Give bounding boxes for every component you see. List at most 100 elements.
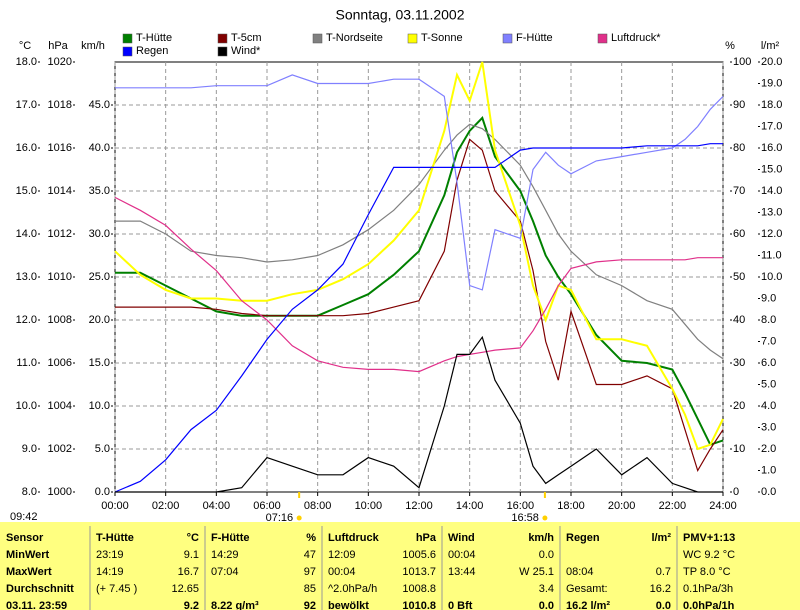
table-cell: 0.0 (539, 600, 554, 610)
y-tick-label: 15.0 (16, 185, 37, 197)
y-tick-label: 20.0 (89, 314, 110, 326)
y-tick-label: 4.0 (761, 400, 776, 412)
table-cell: 0.0 (656, 600, 671, 610)
table-cell: 16.2 l/m² (566, 600, 610, 610)
y-tick-label: 0.0 (95, 486, 110, 498)
y-tick-label: 1008 (48, 314, 72, 326)
timestamp: 09:42 (10, 511, 38, 523)
table-cell: W 25.1 (519, 566, 554, 578)
legend-swatch (217, 46, 228, 57)
table-cell: TP 8.0 °C (683, 566, 731, 578)
y-tick-label: 1020 (48, 56, 72, 68)
y-tick-label: 1.0 (761, 464, 776, 476)
table-cell: 14:19 (96, 566, 124, 578)
y-tick-label: 15.0 (761, 163, 782, 175)
y-tick-label: 60 (733, 228, 745, 240)
y-tick-label: 30.0 (89, 228, 110, 240)
x-tick-label: 10:00 (355, 500, 383, 512)
sun-dot (296, 515, 302, 521)
axis-title: °C (19, 40, 31, 52)
x-tick-label: 06:00 (253, 500, 281, 512)
table-cell: 1008.8 (402, 583, 436, 595)
legend-label: F-Hütte (516, 32, 553, 44)
table-cell: 07:04 (211, 566, 239, 578)
y-tick-label: 16.0 (761, 142, 782, 154)
table-cell: PMV+1:13 (683, 532, 735, 544)
y-tick-label: 35.0 (89, 185, 110, 197)
legend-swatch (122, 46, 133, 57)
y-tick-label: 14.0 (16, 228, 37, 240)
axis-title: % (725, 40, 735, 52)
x-tick-label: 20:00 (608, 500, 636, 512)
y-tick-label: 13.0 (16, 271, 37, 283)
legend-swatch (122, 33, 133, 44)
table-cell: 0.1hPa/3h (683, 583, 733, 595)
x-tick-label: 22:00 (659, 500, 687, 512)
y-tick-label: 11.0 (16, 357, 37, 369)
y-tick-label: 15.0 (89, 357, 110, 369)
table-cell: 16.2 (650, 583, 671, 595)
y-tick-label: 40 (733, 314, 745, 326)
y-tick-label: 80 (733, 142, 745, 154)
table-cell: Luftdruck (328, 532, 380, 544)
y-tick-label: 19.0 (761, 77, 782, 89)
y-tick-label: 5.0 (761, 378, 776, 390)
y-tick-label: 13.0 (761, 206, 782, 218)
y-tick-label: 1004 (48, 400, 72, 412)
x-tick-label: 16:00 (507, 500, 535, 512)
y-tick-label: 18.0 (761, 99, 782, 111)
axis-title: hPa (48, 40, 68, 52)
legend-swatch (407, 33, 418, 44)
table-cell: MaxWert (6, 566, 52, 578)
sun-dot (542, 515, 548, 521)
table-cell: 9.1 (184, 549, 199, 561)
table-cell: ^2.0hPa/h (328, 583, 377, 595)
y-tick-label: 1006 (48, 357, 72, 369)
table-cell: 0.7 (656, 566, 671, 578)
table-cell: km/h (528, 532, 554, 544)
y-tick-label: 20 (733, 400, 745, 412)
y-tick-label: 2.0 (761, 443, 776, 455)
table-cell: Wind (448, 532, 475, 544)
table-cell: 97 (304, 566, 316, 578)
legend-label: Regen (136, 45, 168, 57)
y-tick-label: 20.0 (761, 56, 782, 68)
table-cell: 1013.7 (402, 566, 436, 578)
table-cell: 0 Bft (448, 600, 473, 610)
table-cell: l/m² (651, 532, 671, 544)
y-tick-label: 90 (733, 99, 745, 111)
legend-label: T-Sonne (421, 32, 463, 44)
y-tick-label: 17.0 (761, 120, 782, 132)
table-cell: 1010.8 (402, 600, 436, 610)
table-cell: 23:19 (96, 549, 124, 561)
y-tick-label: 0.0 (761, 486, 776, 498)
y-tick-label: 12.0 (761, 228, 782, 240)
annotation: 16:58 (511, 512, 539, 524)
axis-title: l/m² (761, 40, 780, 52)
table-cell: 08:04 (566, 566, 594, 578)
x-tick-label: 04:00 (203, 500, 231, 512)
series-line (115, 123, 724, 360)
y-tick-label: 100 (733, 56, 751, 68)
y-tick-label: 17.0 (16, 99, 37, 111)
series-line (115, 116, 724, 446)
y-tick-label: 1010 (48, 271, 72, 283)
y-tick-label: 45.0 (89, 99, 110, 111)
table-cell: F-Hütte (211, 532, 250, 544)
y-tick-label: 10.0 (16, 400, 37, 412)
table-cell: 13:44 (448, 566, 476, 578)
table-cell: 3.4 (539, 583, 554, 595)
y-tick-label: 18.0 (16, 56, 37, 68)
table-cell: (+ 7.45 ) (96, 583, 137, 595)
y-tick-label: 7.0 (761, 335, 776, 347)
legend-swatch (217, 33, 228, 44)
table-cell: 1005.6 (402, 549, 436, 561)
y-tick-label: 25.0 (89, 271, 110, 283)
legend-swatch (312, 33, 323, 44)
table-cell: 00:04 (448, 549, 476, 561)
legend-label: Wind* (231, 45, 261, 57)
y-tick-label: 0 (733, 486, 739, 498)
y-tick-label: 1014 (48, 185, 72, 197)
y-tick-label: 12.0 (16, 314, 37, 326)
legend-label: T-Nordseite (326, 32, 383, 44)
